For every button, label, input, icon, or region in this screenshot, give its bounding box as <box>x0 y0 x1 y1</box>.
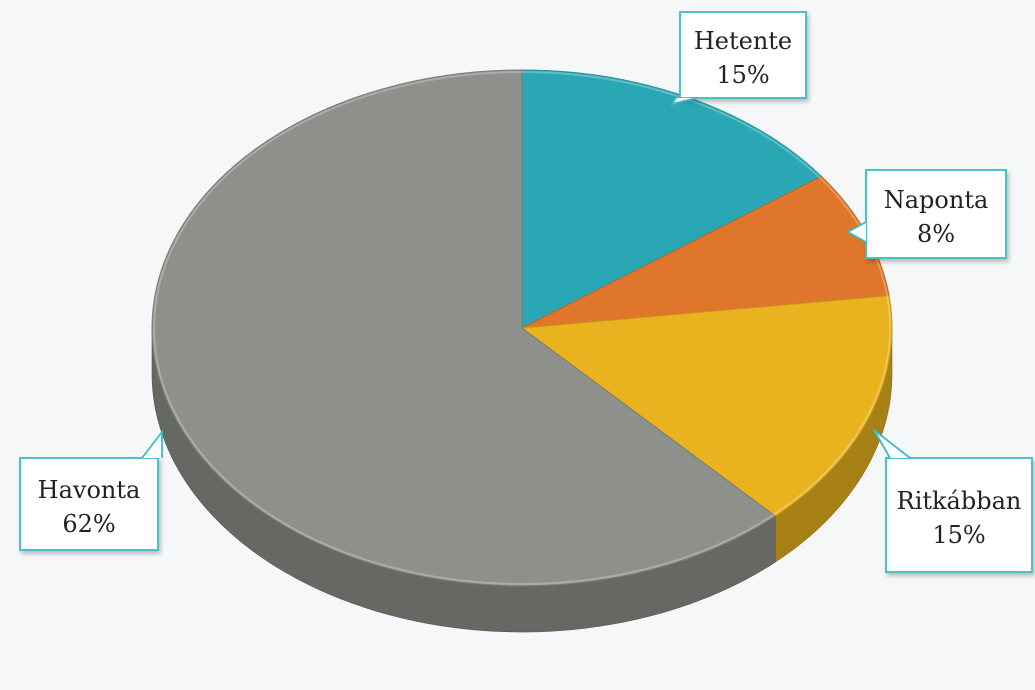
pie-callouts: Hetente 15% Naponta 8% Ritkábban 15% Havonta 62… <box>19 11 1033 573</box>
callout-label: Naponta <box>884 186 989 214</box>
callout-pointer <box>669 97 697 106</box>
callout-label: Ritkábban <box>897 487 1022 515</box>
callout-havonta: Havonta 62% <box>19 429 163 551</box>
callout-pointer <box>846 221 867 243</box>
pie-slice-havonta <box>151 69 777 587</box>
pie-top-faces <box>151 69 893 587</box>
callout-ritkábban: Ritkábban 15% <box>873 429 1033 573</box>
callout-box <box>885 457 1033 573</box>
callout-naponta: Naponta 8% <box>846 169 1007 259</box>
callout-value: 15% <box>716 61 769 89</box>
callout-label: Hetente <box>694 27 792 55</box>
callout-hetente: Hetente 15% <box>669 11 807 106</box>
callout-pointer <box>141 429 163 459</box>
callout-label: Havonta <box>38 476 141 504</box>
callout-value: 62% <box>62 510 115 538</box>
callout-box <box>679 11 807 99</box>
callout-value: 8% <box>917 220 955 248</box>
pie-slice-ritkábban <box>520 295 893 517</box>
callout-box <box>865 169 1007 259</box>
callout-box <box>19 457 159 551</box>
callout-value: 15% <box>932 521 985 549</box>
callout-pointer <box>873 429 911 459</box>
pie-top-rim-highlight <box>153 71 891 585</box>
